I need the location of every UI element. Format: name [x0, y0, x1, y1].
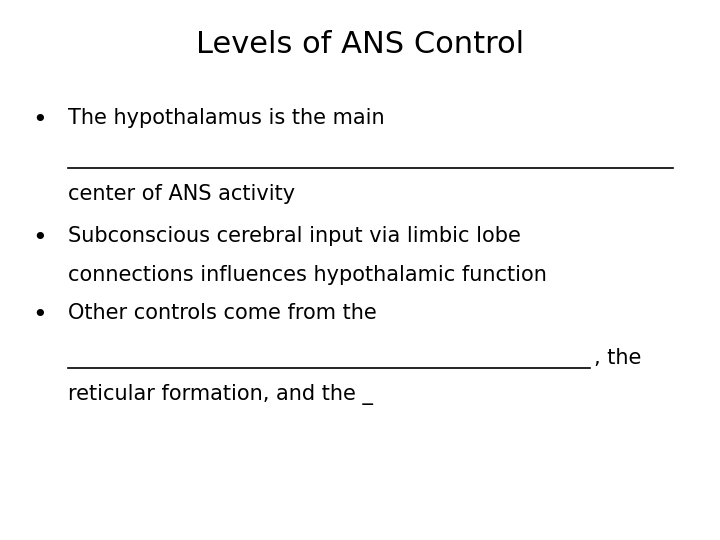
Text: Subconscious cerebral input via limbic lobe: Subconscious cerebral input via limbic l…: [68, 226, 521, 246]
Text: •: •: [32, 303, 47, 327]
Text: connections influences hypothalamic function: connections influences hypothalamic func…: [68, 265, 547, 285]
Text: reticular formation, and the _: reticular formation, and the _: [68, 384, 374, 406]
Text: Other controls come from the: Other controls come from the: [68, 303, 377, 323]
Text: •: •: [32, 226, 47, 249]
Text: The hypothalamus is the main: The hypothalamus is the main: [68, 108, 385, 128]
Text: center of ANS activity: center of ANS activity: [68, 184, 295, 204]
Text: •: •: [32, 108, 47, 132]
Text: , the: , the: [594, 348, 642, 368]
Text: Levels of ANS Control: Levels of ANS Control: [196, 30, 524, 59]
